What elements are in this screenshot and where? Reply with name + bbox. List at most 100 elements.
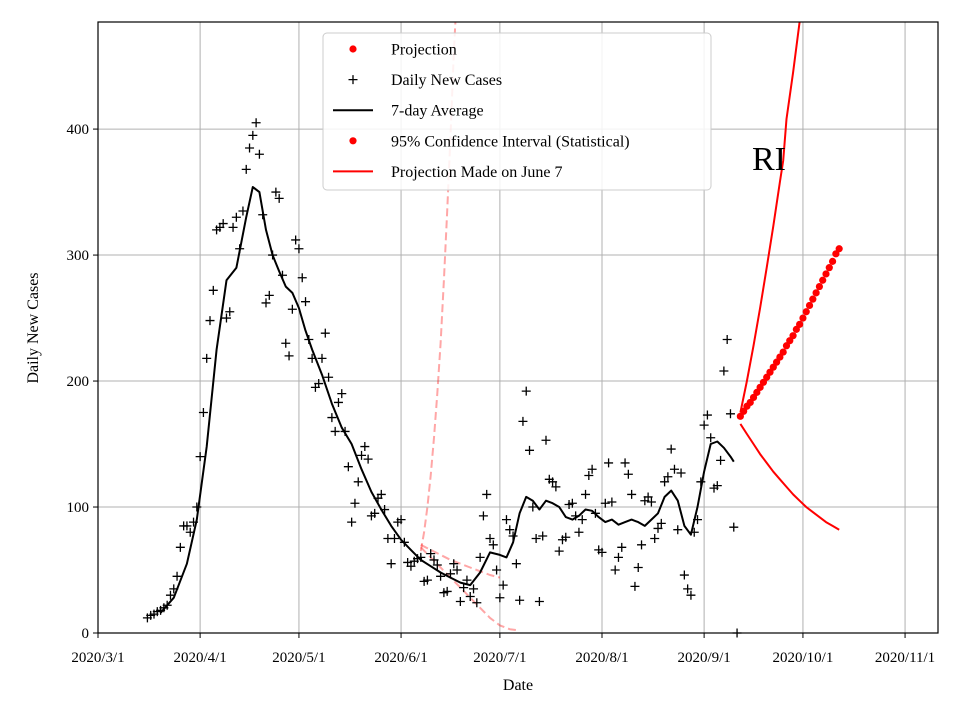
series-line	[419, 21, 457, 552]
data-point	[317, 353, 327, 363]
data-point	[465, 591, 475, 601]
data-point	[495, 593, 505, 603]
y-tick-label: 100	[67, 500, 90, 516]
data-point	[399, 537, 409, 547]
data-point	[314, 379, 324, 389]
data-point	[182, 521, 192, 531]
series-7-day-average	[159, 186, 735, 614]
data-point	[238, 206, 248, 216]
data-point	[376, 489, 386, 499]
data-point	[268, 250, 278, 260]
data-point	[828, 257, 837, 265]
data-point	[307, 353, 317, 363]
plot-frame	[97, 21, 939, 634]
data-point	[258, 210, 268, 220]
data-point	[218, 219, 228, 229]
data-point	[370, 508, 380, 518]
data-point	[538, 531, 548, 541]
legend-item-daily-new-cases: Daily New Cases	[348, 72, 502, 89]
data-point	[475, 552, 485, 562]
data-point	[789, 332, 797, 340]
data-point	[304, 334, 314, 344]
series-line	[420, 546, 520, 632]
data-point	[469, 584, 479, 594]
data-point	[333, 397, 343, 407]
data-point	[347, 517, 357, 527]
legend-label: Projection Made on June 7	[391, 164, 563, 181]
data-point	[245, 143, 255, 153]
data-point	[630, 581, 640, 591]
series-95-confidence-interval-statistical-lower	[739, 423, 840, 531]
legend-marker	[348, 75, 358, 85]
data-point	[185, 527, 195, 537]
data-point	[498, 580, 508, 590]
data-point	[623, 469, 633, 479]
data-point	[175, 542, 185, 552]
data-point	[796, 320, 804, 328]
data-point	[202, 353, 212, 363]
data-point	[725, 409, 735, 419]
data-point	[254, 149, 264, 159]
data-point	[231, 212, 241, 222]
data-point	[340, 426, 350, 436]
series-line	[739, 21, 801, 413]
series-line	[420, 543, 501, 579]
data-point	[531, 534, 541, 544]
data-point	[799, 314, 807, 322]
data-point	[386, 559, 396, 569]
data-point	[663, 472, 673, 482]
data-point	[363, 454, 373, 464]
data-point	[716, 455, 726, 465]
data-point	[508, 531, 518, 541]
data-point	[462, 575, 472, 585]
data-point	[396, 515, 406, 525]
data-point	[571, 511, 581, 521]
data-point	[696, 477, 706, 487]
data-point	[271, 187, 281, 197]
series-projection	[736, 245, 843, 420]
data-point	[610, 565, 620, 575]
series-layer	[142, 21, 843, 638]
data-point	[350, 498, 360, 508]
data-point	[320, 328, 330, 338]
data-point	[584, 471, 594, 481]
data-point	[264, 290, 274, 300]
data-point	[294, 244, 304, 254]
y-tick-label: 300	[67, 248, 90, 264]
series-line	[159, 186, 735, 614]
data-point	[679, 570, 689, 580]
data-point	[287, 304, 297, 314]
data-point	[617, 542, 627, 552]
data-point	[343, 462, 353, 472]
data-point	[208, 285, 218, 295]
y-tick-label: 400	[67, 122, 90, 138]
data-point	[501, 515, 511, 525]
data-point	[277, 270, 287, 280]
data-point	[822, 270, 830, 278]
data-point	[327, 413, 337, 423]
data-point	[577, 515, 587, 525]
legend-label: 7-day Average	[391, 103, 484, 120]
x-tick-label: 2020/8/1	[575, 650, 628, 666]
data-point	[488, 540, 498, 550]
data-point	[835, 245, 843, 253]
data-point	[554, 546, 564, 556]
data-point	[228, 222, 238, 232]
data-point	[360, 442, 370, 452]
data-point	[281, 338, 291, 348]
data-point	[819, 276, 827, 284]
data-point	[261, 298, 271, 308]
data-point	[825, 264, 833, 272]
data-point	[324, 372, 334, 382]
legend-marker	[349, 45, 357, 53]
x-tick-label: 2020/9/1	[677, 650, 730, 666]
data-point	[650, 534, 660, 544]
data-point	[429, 555, 439, 565]
legend-marker	[349, 137, 357, 145]
legend-box	[322, 32, 712, 191]
ticks: 2020/3/1 2020/4/1 2020/5/1 2020/6/1 2020/7/1…	[67, 122, 936, 666]
data-point	[518, 416, 528, 426]
legend-label: Daily New Cases	[391, 72, 502, 89]
data-point	[548, 477, 558, 487]
y-tick-label: 200	[67, 374, 90, 390]
